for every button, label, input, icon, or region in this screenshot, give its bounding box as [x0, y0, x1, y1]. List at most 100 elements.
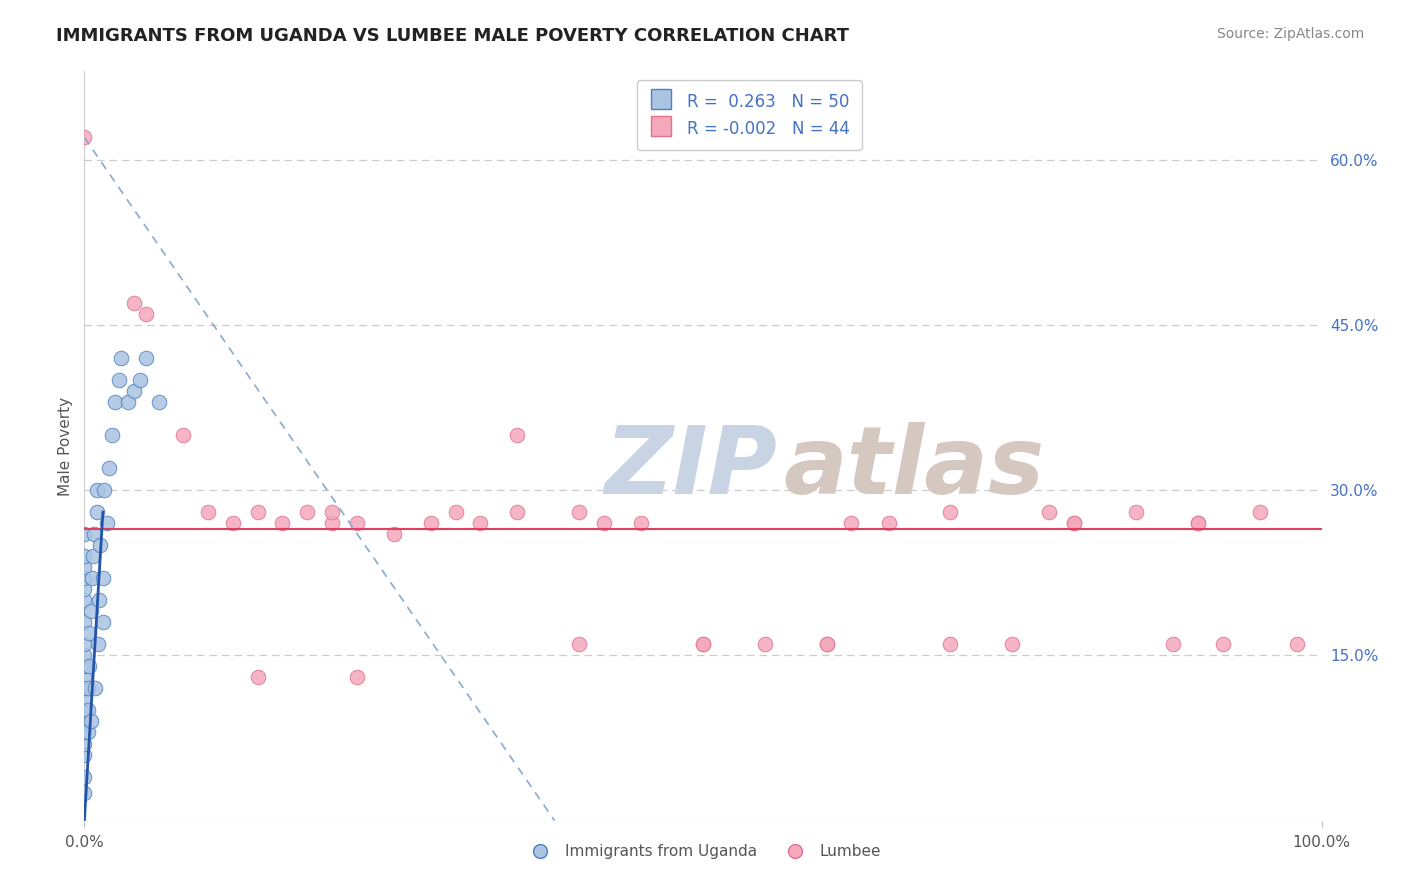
Point [1187, 516, 1209, 530]
Point [73, 648, 96, 663]
Point [77, 703, 100, 717]
Point [382, 527, 405, 541]
Point [80, 571, 103, 585]
Point [117, 395, 139, 409]
Point [73, 659, 96, 673]
Point [89, 593, 111, 607]
Point [100, 428, 122, 442]
Point [877, 516, 900, 530]
Point [470, 516, 492, 530]
Point [84, 681, 107, 696]
Point [122, 295, 145, 310]
Point [593, 516, 616, 530]
Point [841, 516, 863, 530]
Point [197, 505, 219, 519]
Point [148, 395, 170, 409]
Point [568, 505, 591, 519]
Point [108, 373, 131, 387]
Point [73, 571, 96, 585]
Point [1063, 516, 1085, 530]
Point [77, 681, 100, 696]
Point [79, 714, 101, 729]
Point [73, 615, 96, 630]
Point [246, 505, 269, 519]
Point [98, 461, 121, 475]
Point [172, 428, 194, 442]
Point [73, 747, 96, 762]
Point [246, 670, 269, 684]
Text: Source: ZipAtlas.com: Source: ZipAtlas.com [1216, 27, 1364, 41]
Point [73, 692, 96, 706]
Point [815, 637, 838, 651]
Point [73, 593, 96, 607]
Point [82, 549, 104, 564]
Point [86, 505, 108, 519]
Point [129, 373, 152, 387]
Point [1187, 516, 1209, 530]
Point [321, 505, 343, 519]
Point [346, 670, 368, 684]
Point [96, 516, 118, 530]
Point [73, 786, 96, 800]
Point [73, 130, 96, 145]
Point [79, 604, 101, 618]
Point [73, 670, 96, 684]
Point [1063, 516, 1085, 530]
Point [73, 637, 96, 651]
Point [568, 637, 591, 651]
Point [630, 516, 652, 530]
Point [87, 637, 110, 651]
Point [1125, 505, 1147, 519]
Point [77, 725, 100, 739]
Point [506, 505, 529, 519]
Point [1038, 505, 1060, 519]
Point [91, 571, 114, 585]
Text: IMMIGRANTS FROM UGANDA VS LUMBEE MALE POVERTY CORRELATION CHART: IMMIGRANTS FROM UGANDA VS LUMBEE MALE PO… [56, 27, 849, 45]
Point [91, 615, 114, 630]
Point [222, 516, 245, 530]
Point [1249, 505, 1271, 519]
Legend: Immigrants from Uganda, Lumbee: Immigrants from Uganda, Lumbee [519, 838, 887, 865]
Point [506, 428, 529, 442]
Point [73, 714, 96, 729]
Point [1212, 637, 1234, 651]
Text: atlas: atlas [783, 423, 1045, 515]
Point [135, 307, 157, 321]
Point [73, 582, 96, 597]
Y-axis label: Male Poverty: Male Poverty [58, 396, 73, 496]
Point [73, 527, 96, 541]
Point [83, 527, 105, 541]
Point [939, 637, 962, 651]
Point [79, 626, 101, 640]
Point [692, 637, 714, 651]
Point [73, 725, 96, 739]
Point [1001, 637, 1024, 651]
Point [73, 703, 96, 717]
Point [321, 516, 343, 530]
Point [444, 505, 467, 519]
Point [73, 770, 96, 784]
Point [86, 483, 108, 497]
Point [104, 395, 127, 409]
Point [419, 516, 441, 530]
Point [73, 737, 96, 751]
Point [815, 637, 838, 651]
Point [73, 549, 96, 564]
Point [73, 560, 96, 574]
Point [89, 538, 111, 552]
Point [939, 505, 962, 519]
Point [754, 637, 776, 651]
Point [1285, 637, 1308, 651]
Point [135, 351, 157, 365]
Point [93, 483, 115, 497]
Point [122, 384, 145, 398]
Point [1161, 637, 1184, 651]
Point [110, 351, 132, 365]
Point [73, 681, 96, 696]
Point [271, 516, 294, 530]
Point [346, 516, 368, 530]
Text: ZIP: ZIP [605, 423, 778, 515]
Point [295, 505, 318, 519]
Point [79, 659, 101, 673]
Point [692, 637, 714, 651]
